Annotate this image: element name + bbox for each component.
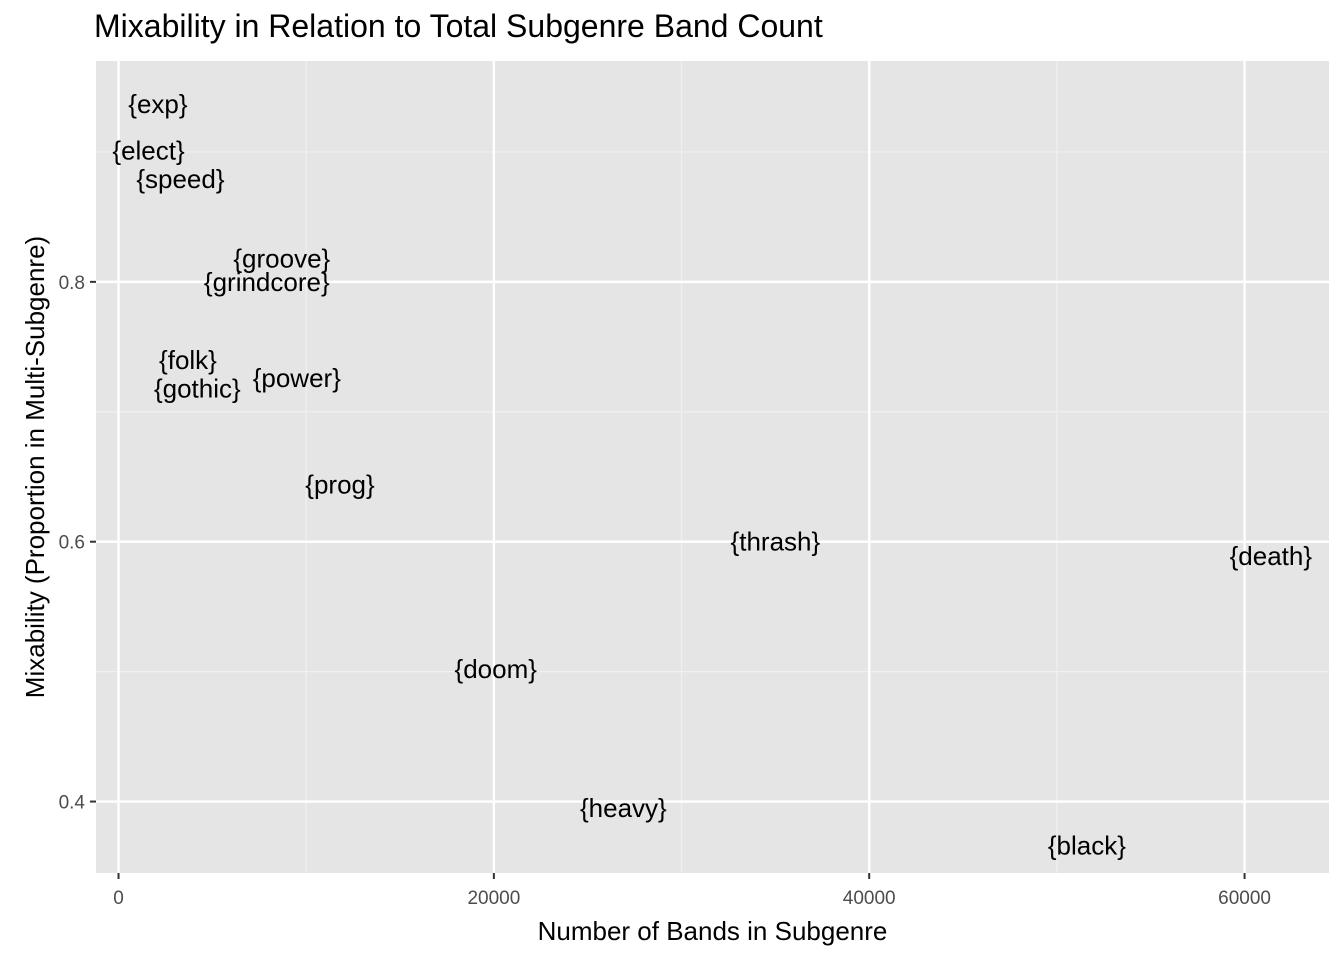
point-label: {grindcore} — [204, 267, 330, 297]
point-label: {exp} — [128, 89, 188, 119]
chart-title: Mixability in Relation to Total Subgenre… — [94, 8, 823, 44]
point-label: {thrash} — [731, 527, 821, 557]
x-axis-title: Number of Bands in Subgenre — [538, 916, 888, 946]
x-tick-label: 60000 — [1218, 888, 1271, 909]
minor-gridlines — [96, 61, 1329, 873]
plot-panel — [96, 61, 1329, 873]
point-label: {heavy} — [580, 793, 667, 823]
point-label: {speed} — [136, 164, 225, 194]
point-label: {prog} — [305, 470, 375, 500]
y-tick-label: 0.4 — [59, 793, 86, 814]
point-label: {groove} — [233, 243, 330, 273]
x-tick-label: 20000 — [467, 888, 520, 909]
point-label: {folk} — [159, 345, 217, 375]
x-tick-label: 40000 — [843, 888, 896, 909]
y-axis: 0.4 0.6 0.8 — [59, 273, 96, 814]
point-label: {black} — [1048, 831, 1126, 861]
major-gridlines — [96, 61, 1329, 873]
point-label: {power} — [253, 363, 341, 393]
point-label: {elect} — [112, 136, 185, 166]
point-label: {gothic} — [154, 373, 241, 403]
y-tick-label: 0.8 — [59, 273, 85, 294]
point-label: {death} — [1230, 541, 1313, 571]
y-tick-label: 0.6 — [59, 533, 85, 554]
x-axis: 0 20000 40000 60000 — [113, 873, 1271, 909]
point-labels: {exp} {elect}{speed} {groove}{grindcore} {f… — [112, 89, 1312, 861]
y-axis-title: Mixability (Proportion in Multi-Subgenre… — [20, 236, 50, 698]
point-label: {doom} — [455, 654, 538, 684]
x-tick-label: 0 — [113, 888, 124, 909]
